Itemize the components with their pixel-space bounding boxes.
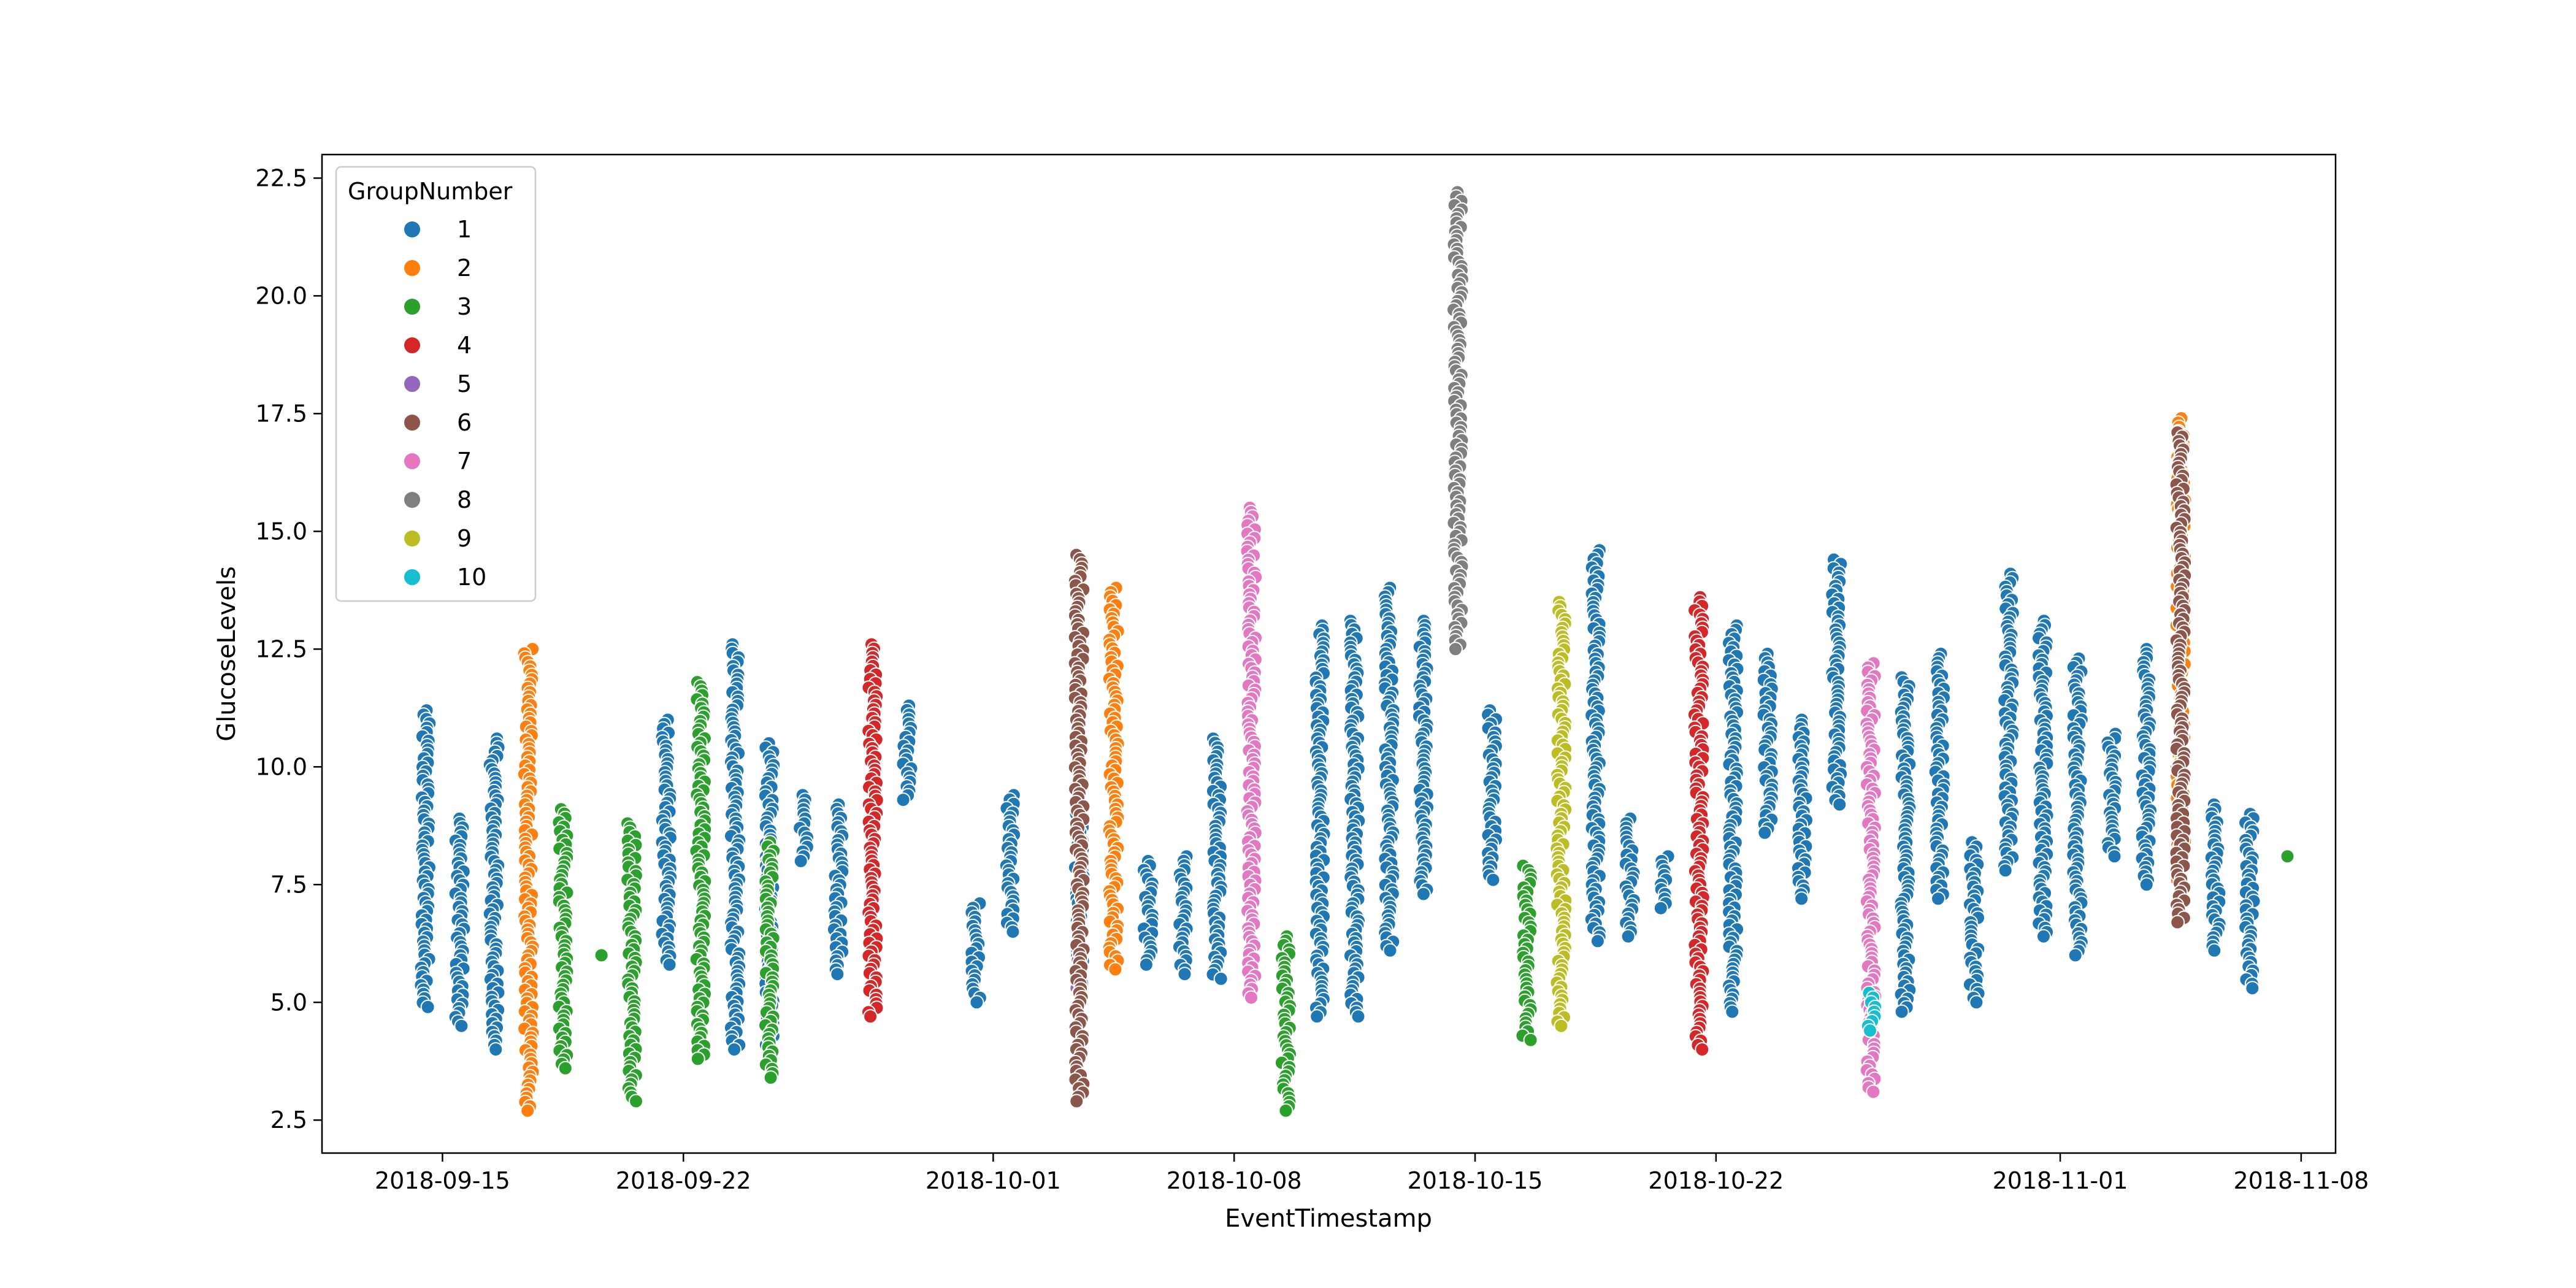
data-point-group-1: [1832, 797, 1847, 812]
x-tick-label: 2018-10-08: [1167, 1167, 1302, 1194]
data-point-group-1: [1998, 863, 2013, 878]
legend-marker-group-6: [403, 413, 421, 432]
data-point-group-3: [629, 1094, 643, 1109]
x-axis-title: EventTimestamp: [1225, 1205, 1432, 1233]
legend-label-group-1: 1: [457, 216, 472, 243]
legend-label-group-7: 7: [457, 448, 472, 475]
data-point-group-1: [1653, 900, 1668, 916]
data-point-group-1: [895, 792, 911, 808]
legend-marker-group-3: [403, 297, 421, 316]
data-point-group-1: [2107, 849, 2122, 864]
data-point-group-1: [1309, 1009, 1325, 1024]
legend-label-group-6: 6: [457, 409, 472, 436]
data-point-group-3: [690, 1051, 705, 1067]
data-point-group-1: [1382, 943, 1398, 958]
data-point-group-1: [1177, 967, 1192, 982]
data-point-group-1: [420, 999, 435, 1014]
data-point-group-1: [2207, 943, 2222, 958]
y-tick-label: 7.5: [270, 871, 307, 898]
data-point-group-3: [594, 948, 609, 963]
y-tick-label: 20.0: [255, 282, 307, 309]
legend-marker-group-7: [403, 452, 421, 470]
data-point-group-1: [1931, 891, 1945, 907]
data-point-group-1: [1757, 825, 1773, 840]
data-point-group-1: [969, 995, 984, 1010]
legend-label-group-2: 2: [457, 255, 472, 282]
data-point-group-3: [763, 1070, 778, 1086]
data-point-group-1: [2245, 981, 2260, 996]
data-point-group-7: [1244, 990, 1259, 1005]
data-points: [413, 185, 2295, 1118]
data-point-group-6: [1069, 1094, 1084, 1109]
x-tick-label: 2018-11-01: [1993, 1167, 2128, 1194]
data-point-group-7: [1866, 1084, 1881, 1100]
data-point-group-2: [520, 1103, 535, 1118]
data-point-group-3: [1278, 1103, 1294, 1118]
x-tick-label: 2018-10-01: [926, 1167, 1061, 1194]
legend-box: [335, 166, 537, 602]
data-point-group-1: [1969, 995, 1984, 1010]
legend-marker-group-2: [403, 259, 421, 277]
legend-marker-group-8: [403, 491, 421, 509]
data-point-group-1: [1005, 924, 1021, 940]
x-tick-label: 2018-10-22: [1648, 1167, 1784, 1194]
data-point-group-3: [1523, 1032, 1538, 1048]
x-tick-label: 2018-09-15: [375, 1167, 510, 1194]
data-point-group-6: [2170, 914, 2185, 930]
data-point-group-1: [1620, 929, 1636, 944]
legend-label-group-3: 3: [457, 293, 472, 320]
data-point-group-1: [1416, 886, 1431, 902]
data-point-group-1: [1590, 933, 1605, 949]
data-point-group-1: [1213, 971, 1229, 986]
y-axis-title: GlucoseLevels: [213, 566, 241, 742]
y-tick-label: 22.5: [255, 164, 307, 191]
data-point-group-1: [727, 1042, 742, 1057]
data-point-group-4: [863, 1009, 878, 1024]
y-tick-label: 17.5: [255, 400, 307, 427]
x-tick-label: 2018-11-08: [2233, 1167, 2369, 1194]
data-point-group-3: [558, 1060, 573, 1076]
data-point-group-1: [2068, 948, 2083, 963]
data-point-group-1: [1351, 1009, 1366, 1024]
data-point-group-1: [1794, 891, 1809, 907]
data-point-group-8: [1448, 642, 1463, 657]
y-tick-label: 5.0: [270, 989, 307, 1016]
data-point-group-1: [830, 967, 845, 982]
legend-marker-group-1: [403, 220, 421, 239]
data-point-group-1: [1894, 1004, 1909, 1019]
legend-label-group-9: 9: [457, 525, 472, 552]
y-tick-label: 12.5: [255, 635, 307, 662]
data-point-group-3: [2280, 849, 2295, 864]
data-point-group-4: [1695, 1042, 1710, 1057]
legend-marker-group-9: [403, 529, 421, 548]
data-point-group-2: [1108, 962, 1123, 977]
data-point-group-1: [1725, 1004, 1740, 1019]
legend: GroupNumber 1 2 3 4 5 6 7 8 9 10: [335, 166, 537, 602]
legend-title: GroupNumber: [348, 178, 513, 205]
x-tick-label: 2018-10-15: [1408, 1167, 1543, 1194]
data-point-group-1: [2036, 929, 2051, 944]
legend-label-group-8: 8: [457, 486, 472, 513]
data-point-group-1: [1485, 872, 1501, 887]
legend-label-group-4: 4: [457, 332, 472, 359]
data-point-group-1: [793, 853, 808, 868]
data-point-group-1: [1138, 957, 1154, 972]
data-point-group-1: [2139, 877, 2154, 892]
data-point-group-10: [1863, 1023, 1877, 1038]
data-point-group-1: [454, 1018, 469, 1033]
legend-label-group-10: 10: [457, 564, 486, 591]
y-tick-label: 15.0: [255, 518, 307, 545]
legend-label-group-5: 5: [457, 370, 472, 397]
data-point-group-1: [662, 957, 677, 972]
legend-marker-group-5: [403, 375, 421, 393]
data-point-group-1: [488, 1042, 504, 1057]
data-point-group-9: [1554, 1018, 1569, 1033]
x-tick-label: 2018-09-22: [616, 1167, 751, 1194]
legend-marker-group-10: [403, 568, 421, 586]
legend-marker-group-4: [403, 336, 421, 355]
y-tick-label: 10.0: [255, 753, 307, 780]
y-tick-label: 2.5: [270, 1106, 307, 1133]
